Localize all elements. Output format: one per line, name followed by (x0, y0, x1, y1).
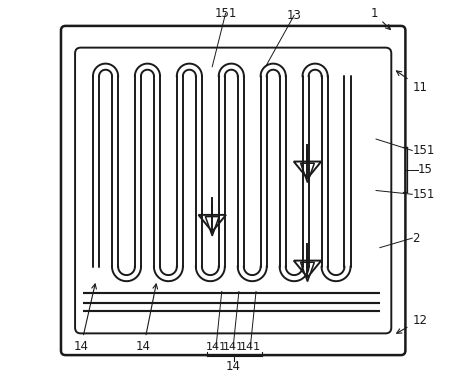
Text: 12: 12 (397, 314, 427, 333)
FancyBboxPatch shape (75, 48, 392, 333)
Text: 151: 151 (214, 7, 237, 20)
Text: 14: 14 (136, 284, 157, 353)
Text: 151: 151 (412, 144, 435, 157)
Text: 14: 14 (226, 360, 241, 373)
Text: 14: 14 (73, 284, 96, 353)
Text: 13: 13 (287, 9, 301, 22)
Text: 11: 11 (396, 71, 427, 94)
Text: 141: 141 (223, 342, 244, 352)
Text: 151: 151 (412, 188, 435, 201)
FancyBboxPatch shape (61, 26, 405, 355)
Text: 141: 141 (206, 342, 227, 352)
Text: 15: 15 (418, 163, 433, 176)
Text: 141: 141 (240, 342, 261, 352)
Text: 2: 2 (412, 232, 420, 245)
Text: 1: 1 (370, 7, 391, 30)
